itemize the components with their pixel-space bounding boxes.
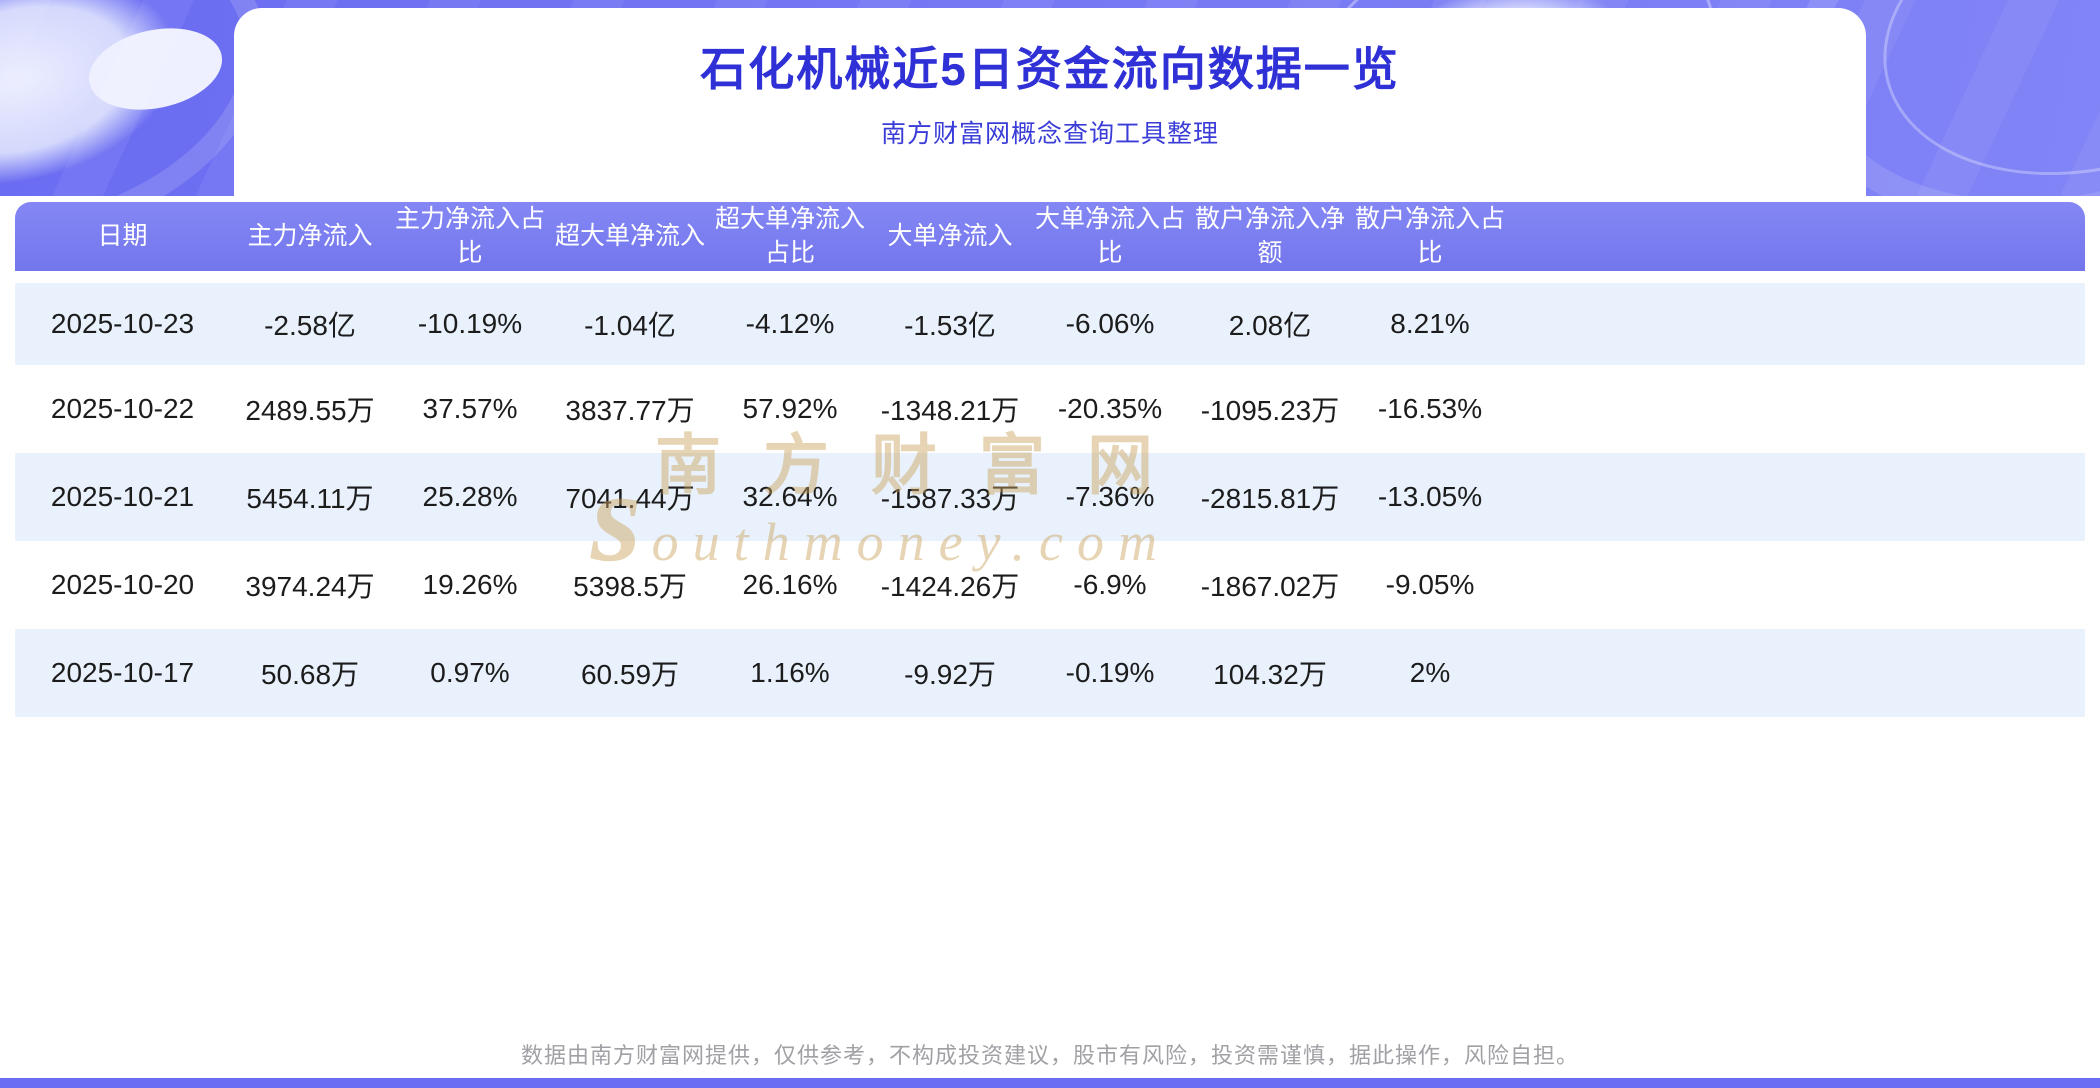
col-header: 主力净流入 [230,202,390,283]
value-cell: -4.12% [745,308,835,339]
col-header: 超大单净流入占比 [710,202,870,283]
value-cell: 2% [1409,657,1451,688]
date-cell: 2025-10-23 [50,308,195,339]
value-cell: 60.59万 [580,659,680,690]
value-cell: 3974.24万 [245,571,375,602]
disclaimer-text: 数据由南方财富网提供，仅供参考，不构成投资建议，股市有风险，投资需谨慎，据此操作… [520,1043,1579,1068]
filler-cell [1510,453,2085,541]
col-header: 大单净流入占比 [1030,202,1190,283]
table-row: 2025-10-20 3974.24万 19.26% 5398.5万 26.16% -14… [15,541,2085,629]
value-cell: -16.53% [1377,393,1483,424]
value-cell: 32.64% [742,481,838,512]
col-header: 主力净流入占比 [390,202,550,283]
value-cell: 3837.77万 [565,395,695,426]
value-cell: 5398.5万 [573,571,687,602]
filler-cell [1510,541,2085,629]
value-cell: 104.32万 [1213,659,1327,690]
col-header: 超大单净流入 [550,202,710,283]
value-cell: -10.19% [417,308,523,339]
value-cell: -13.05% [1377,481,1483,512]
value-cell: -9.92万 [904,659,996,690]
table-row: 2025-10-21 5454.11万 25.28% 7041.44万 32.64% -1… [15,453,2085,541]
table-row: 2025-10-22 2489.55万 37.57% 3837.77万 57.92% -1… [15,365,2085,453]
value-cell: 26.16% [742,569,838,600]
value-cell: -1.04亿 [584,310,676,341]
value-cell: 0.97% [430,657,510,688]
value-cell: -1095.23万 [1200,395,1340,426]
value-cell: -1424.26万 [880,571,1020,602]
title-card: 石化机械近5日资金流向数据一览 南方财富网概念查询工具整理 [234,8,1866,196]
date-cell: 2025-10-22 [50,393,195,424]
bottom-accent-bar [0,1078,2100,1088]
value-cell: -1.53亿 [904,310,996,341]
table-body: 2025-10-23 -2.58亿 -10.19% -1.04亿 -4.12% -1.53… [15,277,2085,717]
value-cell: 37.57% [422,393,518,424]
value-cell: 1.16% [750,657,830,688]
table-header: 日期 主力净流入 主力净流入占比 超大单净流入 超大单净流入占比 大单净流入 大单净流入占比… [15,202,2085,283]
value-cell: -9.05% [1385,569,1475,600]
filler-cell [1510,365,2085,453]
col-header: 散户净流入占比 [1350,202,1510,283]
value-cell: 7041.44万 [565,483,695,514]
value-cell: -2815.81万 [1200,483,1340,514]
table-row: 2025-10-17 50.68万 0.97% 60.59万 1.16% -9.92万 -0… [15,629,2085,717]
filler-cell [1510,629,2085,717]
value-cell: -1587.33万 [880,483,1020,514]
filler-cell [1510,277,2085,365]
page-subtitle: 南方财富网概念查询工具整理 [880,120,1219,148]
value-cell: -20.35% [1057,393,1163,424]
date-cell: 2025-10-17 [50,657,195,688]
value-cell: -1867.02万 [1200,571,1340,602]
value-cell: 5454.11万 [246,483,374,514]
table-header-row: 日期 主力净流入 主力净流入占比 超大单净流入 超大单净流入占比 大单净流入 大单净流入占比… [15,202,2085,283]
page-title: 石化机械近5日资金流向数据一览 [700,43,1400,95]
value-cell: -2.58亿 [264,310,356,341]
value-cell: 2.08亿 [1228,310,1312,341]
hero-banner: 石化机械近5日资金流向数据一览 南方财富网概念查询工具整理 [0,0,2100,196]
value-cell: 19.26% [422,569,518,600]
table-row: 2025-10-23 -2.58亿 -10.19% -1.04亿 -4.12% -1.53… [15,277,2085,365]
col-header: 大单净流入 [870,202,1030,283]
value-cell: 8.21% [1390,308,1470,339]
date-cell: 2025-10-21 [50,481,195,512]
col-header: 日期 [15,202,230,283]
date-cell: 2025-10-20 [50,569,195,600]
value-cell: 2489.55万 [245,395,375,426]
table-container: 日期 主力净流入 主力净流入占比 超大单净流入 超大单净流入占比 大单净流入 大单净流入占比… [15,202,2085,717]
flow-table: 日期 主力净流入 主力净流入占比 超大单净流入 超大单净流入占比 大单净流入 大单净流入占比… [15,202,2085,717]
value-cell: 25.28% [422,481,518,512]
value-cell: -0.19% [1065,657,1155,688]
value-cell: -6.9% [1073,569,1147,600]
value-cell: -6.06% [1065,308,1155,339]
value-cell: 57.92% [742,393,838,424]
value-cell: -1348.21万 [880,395,1020,426]
value-cell: -7.36% [1065,481,1155,512]
col-header: 散户净流入净额 [1190,202,1350,283]
col-header-filler [1510,202,2085,283]
value-cell: 50.68万 [260,659,360,690]
